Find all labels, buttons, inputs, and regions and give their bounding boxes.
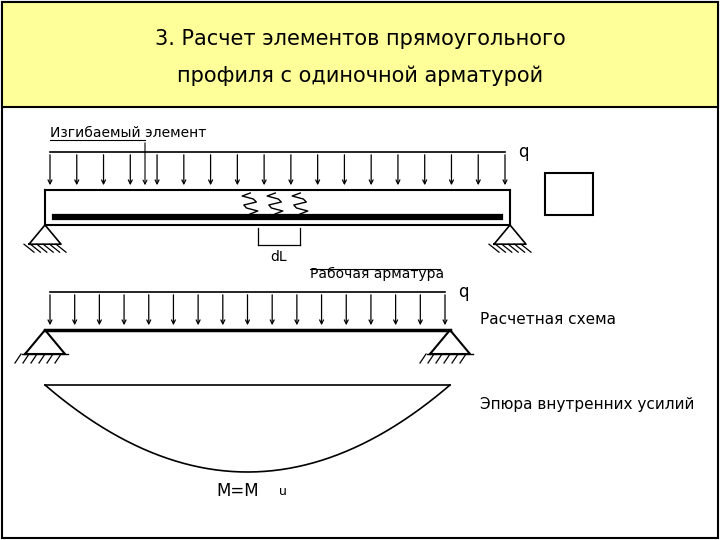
Text: 3. Расчет элементов прямоугольного: 3. Расчет элементов прямоугольного <box>155 29 565 49</box>
Text: профиля с одиночной арматурой: профиля с одиночной арматурой <box>177 65 543 86</box>
Text: u: u <box>279 485 287 498</box>
Bar <box>2 2 718 107</box>
Bar <box>545 173 593 215</box>
Text: Расчетная схема: Расчетная схема <box>480 313 616 327</box>
Text: M=M: M=M <box>216 482 258 500</box>
Text: Изгибаемый элемент: Изгибаемый элемент <box>50 126 206 140</box>
Text: dL: dL <box>271 250 287 264</box>
Text: Рабочая арматура: Рабочая арматура <box>310 267 444 281</box>
Text: q: q <box>518 143 528 161</box>
Text: q: q <box>458 283 469 301</box>
Text: Эпюра внутренних усилий: Эпюра внутренних усилий <box>480 397 694 413</box>
